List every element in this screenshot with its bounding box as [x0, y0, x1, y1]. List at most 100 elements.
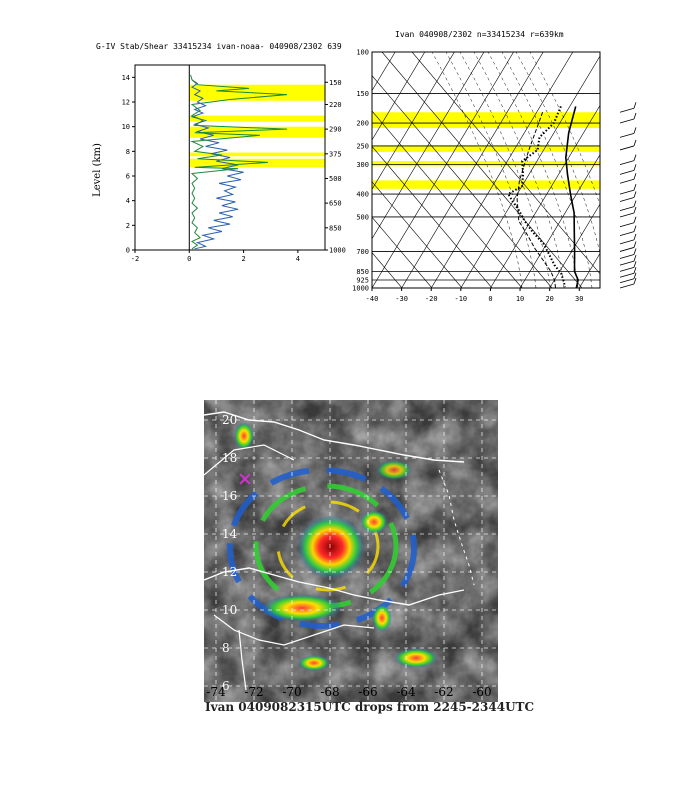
y-tick-label: 10 — [122, 123, 130, 131]
pressure-label: 400 — [356, 191, 369, 199]
x-tick-label: 0 — [488, 295, 492, 303]
y-tick-label: 6 — [126, 173, 130, 181]
latitude-label: 10 — [222, 603, 237, 617]
wind-barb-flag — [633, 277, 637, 285]
pressure-label: 250 — [356, 142, 369, 150]
skew-grid — [372, 52, 600, 288]
wind-barb-flag — [633, 183, 637, 191]
coastline — [204, 567, 465, 606]
latitude-label: 18 — [222, 451, 237, 465]
moist-adiabat — [473, 52, 565, 288]
dry-adiabat — [381, 52, 583, 288]
dry-adiabat — [372, 181, 463, 288]
longitude-label: -72 — [244, 685, 263, 699]
wind-barb — [619, 169, 635, 175]
moist-adiabat — [487, 52, 579, 288]
isotherm — [401, 52, 544, 288]
convective-cell — [234, 422, 254, 450]
longitude-label: -66 — [358, 685, 377, 699]
x-tick-label: 10 — [516, 295, 524, 303]
coastline — [213, 614, 375, 646]
x-tick-label: 2 — [241, 255, 245, 263]
highlight-band — [372, 112, 600, 129]
rainband-inner — [276, 500, 380, 592]
wind-barb-flag — [633, 261, 637, 268]
wind-barb — [619, 132, 635, 138]
right-tick-label: 650 — [329, 200, 342, 208]
wind-barb-flag — [633, 173, 637, 180]
wind-barb-flag — [633, 272, 637, 279]
longitude-label: -70 — [282, 685, 301, 699]
longitude-label: -68 — [320, 685, 339, 699]
moist-adiabat — [501, 52, 593, 288]
right-tick-label: 850 — [329, 224, 342, 232]
convective-cell — [298, 655, 330, 671]
dropsonde-marker — [239, 473, 251, 485]
wind-barb — [619, 239, 635, 245]
wind-barb-flag — [633, 216, 637, 223]
wind-barb-flag — [633, 139, 637, 147]
latitude-label: 8 — [222, 641, 230, 655]
wind-barb — [619, 178, 635, 184]
right-tick-label: 290 — [329, 126, 342, 134]
longitude-label: -60 — [472, 685, 491, 699]
coastline — [204, 411, 465, 463]
wind-barb — [619, 107, 635, 113]
wind-barb-flag — [633, 127, 637, 134]
latitude-label: 6 — [222, 679, 230, 693]
stability-shear-chart: Level (km) -2 0 2 4024681012141502202903755… — [92, 64, 346, 263]
x-tick-label: 30 — [575, 295, 583, 303]
graticule — [204, 400, 498, 702]
convective-cell — [372, 604, 392, 632]
y-tick-label: 4 — [126, 197, 130, 205]
wind-barb-flag — [633, 255, 637, 262]
pressure-label: 100 — [356, 49, 369, 57]
pressure-label: 850 — [356, 268, 369, 276]
isotherm — [372, 52, 426, 141]
wind-barb-flag — [633, 112, 637, 120]
wind-barb-flag — [633, 267, 637, 274]
wind-barb — [619, 247, 635, 252]
isotherm — [430, 52, 574, 288]
longitude-label: -62 — [434, 685, 453, 699]
dry-adiabat — [372, 252, 403, 288]
coastline — [238, 629, 247, 691]
y-tick-label: 14 — [122, 74, 130, 82]
y-tick-label: 0 — [126, 247, 130, 255]
sounding-line — [564, 106, 579, 288]
wind-barb-flag — [633, 233, 637, 240]
convective-cell — [394, 648, 438, 668]
y-tick-label: 8 — [126, 148, 130, 156]
highlight-band — [372, 161, 600, 167]
y-tick-label: 12 — [122, 99, 130, 107]
isotherm — [460, 55, 600, 288]
highlight-band — [189, 164, 325, 168]
isotherm — [549, 203, 600, 288]
wind-barb-flag — [633, 200, 637, 207]
wind-barb — [619, 118, 635, 124]
dry-adiabat — [411, 52, 600, 275]
isotherm — [372, 52, 485, 240]
wind-barb-flag — [633, 206, 637, 214]
coastline — [438, 469, 475, 586]
hurricane-core — [297, 515, 365, 579]
wind-barb-flag — [633, 191, 637, 198]
isotherm — [372, 52, 514, 288]
convective-cell — [376, 460, 412, 480]
pressure-label: 700 — [356, 248, 369, 256]
x-tick-label: -10 — [455, 295, 468, 303]
x-tick-label: -2 — [131, 255, 139, 263]
wind-barb — [619, 197, 635, 202]
pressure-label: 150 — [356, 90, 369, 98]
isotherm — [519, 154, 600, 288]
sounding-line — [516, 112, 557, 288]
right-tick-label: 375 — [329, 150, 342, 158]
wind-barb-flag — [633, 225, 637, 232]
right-chart-title: Ivan 040908/2302 n=33415234 r=639km — [395, 30, 564, 39]
latitude-label: 20 — [222, 413, 237, 427]
right-tick-label: 500 — [329, 175, 342, 183]
dry-adiabat — [372, 110, 523, 288]
isotherm — [579, 252, 600, 288]
y-tick-label: 2 — [126, 222, 130, 230]
